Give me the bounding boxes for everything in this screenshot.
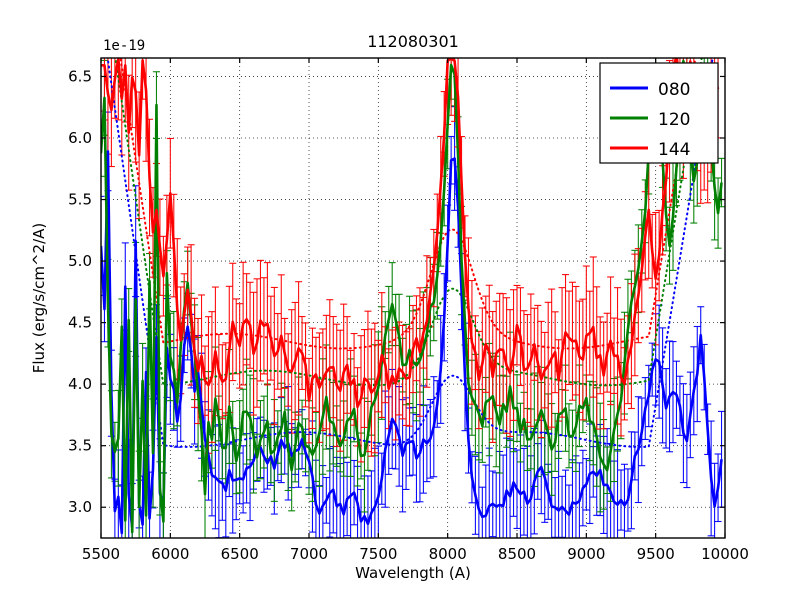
legend-item-144[interactable]: 144 bbox=[610, 140, 690, 160]
axes-frame bbox=[100, 57, 726, 539]
x-tick-labels: 5500 6000 6500 7000 7500 8000 8500 9000 9500 1000… bbox=[82, 545, 749, 563]
y-tick-5: 5.0 bbox=[68, 252, 92, 270]
x-tick-10000: 10000 bbox=[701, 545, 749, 563]
x-tick-7500: 7500 bbox=[359, 545, 397, 563]
axis-ticks bbox=[100, 58, 726, 538]
y-tick-3.5: 3.5 bbox=[68, 437, 92, 455]
chart-title: 112080301 bbox=[367, 32, 459, 51]
x-tick-8000: 8000 bbox=[429, 545, 467, 563]
y-tick-4.5: 4.5 bbox=[68, 314, 92, 332]
x-tick-6500: 6500 bbox=[221, 545, 259, 563]
y-axis-label: Flux (erg/s/cm^2/A) bbox=[30, 223, 48, 374]
x-tick-8500: 8500 bbox=[498, 545, 536, 563]
x-tick-9500: 9500 bbox=[637, 545, 675, 563]
data-layer bbox=[101, 58, 725, 538]
legend[interactable]: 080 120 144 bbox=[599, 62, 719, 164]
legend-item-120[interactable]: 120 bbox=[610, 110, 690, 130]
y-tick-4: 4.0 bbox=[68, 375, 92, 393]
series-line-144 bbox=[101, 58, 720, 409]
x-tick-6000: 6000 bbox=[151, 545, 189, 563]
y-tick-3: 3.0 bbox=[68, 498, 92, 516]
y-tick-labels: 3.0 3.5 4.0 4.5 5.0 5.5 6.0 6.5 bbox=[68, 67, 92, 516]
y-tick-6.5: 6.5 bbox=[68, 67, 92, 85]
x-tick-7000: 7000 bbox=[290, 545, 328, 563]
series-line-080 bbox=[101, 150, 723, 535]
x-tick-5500: 5500 bbox=[82, 545, 120, 563]
x-axis-label: Wavelength (A) bbox=[355, 564, 471, 582]
legend-label-120: 120 bbox=[658, 110, 690, 130]
y-axis-offset-label: 1e-19 bbox=[103, 38, 145, 54]
y-tick-5.5: 5.5 bbox=[68, 191, 92, 209]
y-tick-6: 6.0 bbox=[68, 129, 92, 147]
x-tick-9000: 9000 bbox=[567, 545, 605, 563]
error-envelope-080 bbox=[106, 58, 714, 448]
legend-box bbox=[599, 62, 719, 164]
legend-item-080[interactable]: 080 bbox=[610, 80, 690, 100]
legend-label-144: 144 bbox=[658, 140, 690, 160]
legend-label-080: 080 bbox=[658, 80, 690, 100]
